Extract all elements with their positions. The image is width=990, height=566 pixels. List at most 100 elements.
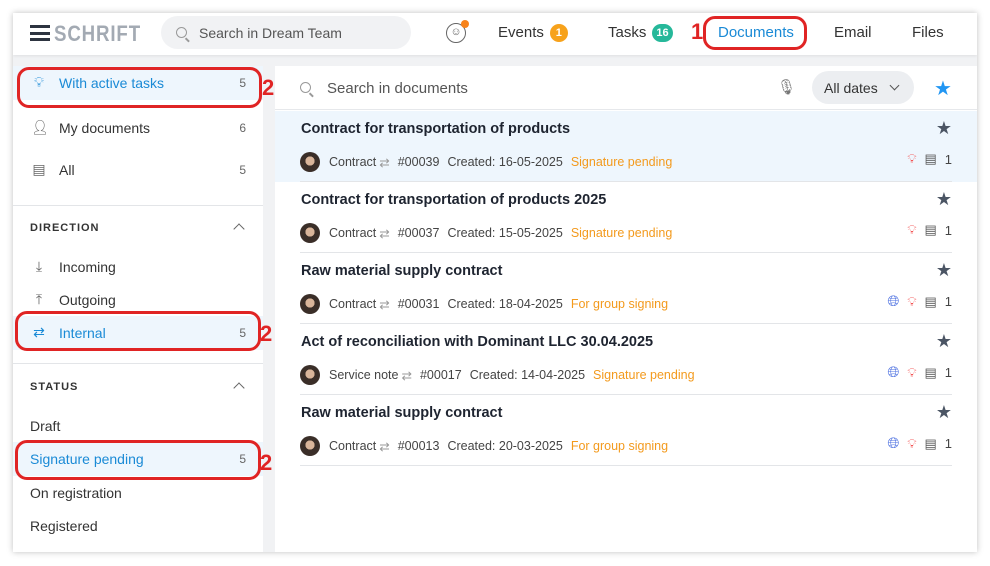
document-row[interactable]: Contract for transportation of products … xyxy=(275,182,977,253)
menu-icon[interactable] xyxy=(30,25,50,41)
label: All xyxy=(59,162,75,178)
created-date: Created: 15-05-2025 xyxy=(447,226,563,240)
document-title[interactable]: Contract for transportation of products … xyxy=(301,192,607,208)
exchange-icon: ⇄ xyxy=(379,226,390,241)
status-heading: STATUS xyxy=(30,381,79,393)
document-row[interactable]: Raw material supply contract ★ Contract ⇄… xyxy=(275,253,977,324)
document-number: #00013 xyxy=(397,439,440,453)
document-row[interactable]: Act of reconciliation with Dominant LLC … xyxy=(275,324,977,395)
logo: SCHRIFT xyxy=(54,21,141,46)
files-icon: ▤ xyxy=(924,293,937,309)
exchange-icon: ⇄ xyxy=(401,368,412,383)
sidebar-item-registered[interactable]: Registered xyxy=(13,509,263,543)
annotation-outline xyxy=(703,16,807,50)
search-placeholder: Search in documents xyxy=(327,80,468,97)
sidebar-item-draft[interactable]: Draft xyxy=(13,409,263,443)
sidebar-item-incoming[interactable]: ⤓ Incoming xyxy=(13,250,263,284)
chevron-up-icon[interactable] xyxy=(233,382,245,394)
nav-email[interactable]: Email xyxy=(834,24,872,41)
lightbulb-icon: 💡︎ xyxy=(907,151,917,166)
document-title[interactable]: Raw material supply contract xyxy=(301,405,503,421)
label: Registered xyxy=(30,518,98,534)
count: 5 xyxy=(239,326,246,340)
divider xyxy=(13,205,263,206)
row-divider xyxy=(300,323,952,324)
lightbulb-icon: 💡︎ xyxy=(907,435,917,451)
avatar xyxy=(300,365,320,385)
events-badge: 1 xyxy=(549,24,568,42)
lightbulb-icon: 💡︎ xyxy=(907,293,917,309)
nav-events[interactable]: Events 1 xyxy=(498,24,568,42)
divider xyxy=(13,363,263,364)
label: Internal xyxy=(59,325,106,341)
count: 6 xyxy=(239,121,246,135)
exchange-icon: ⇄ xyxy=(379,297,390,312)
document-type: Contract xyxy=(329,297,377,311)
created-date: Created: 20-03-2025 xyxy=(447,439,563,453)
annotation-outline xyxy=(15,440,261,480)
star-icon[interactable]: ★ xyxy=(935,118,952,138)
label: On registration xyxy=(30,485,122,501)
sidebar-item-with-active-tasks[interactable]: 💡︎ With active tasks 5 xyxy=(13,66,263,100)
annotation-number: 2 xyxy=(262,75,275,100)
sidebar-item-signature-pending[interactable]: Signature pending 5 xyxy=(13,442,263,476)
annotation-number: 2 xyxy=(260,321,273,346)
document-row[interactable]: Contract for transportation of products … xyxy=(275,111,977,182)
status-label: Signature pending xyxy=(570,226,673,240)
document-title[interactable]: Raw material supply contract xyxy=(301,263,503,279)
file-count: 1 xyxy=(944,222,952,238)
row-divider xyxy=(300,394,952,395)
file-count: 1 xyxy=(944,294,952,309)
date-filter-dropdown[interactable]: All dates xyxy=(812,71,914,104)
count: 5 xyxy=(239,163,246,177)
nav-label: Tasks xyxy=(608,24,647,41)
files-icon: ▤ xyxy=(924,364,937,380)
header: SCHRIFT Search in Dream Team ☺ Events 1 T… xyxy=(13,13,977,55)
sidebar-item-internal[interactable]: ⇄ Internal 5 xyxy=(13,316,263,350)
files-icon: ▤ xyxy=(924,435,937,451)
direction-heading: DIRECTION xyxy=(30,222,100,234)
avatar xyxy=(300,294,320,314)
nav-tasks[interactable]: Tasks 16 xyxy=(608,24,673,42)
favorites-star-icon[interactable]: ★ xyxy=(934,78,952,100)
file-count: 1 xyxy=(944,436,952,451)
document-list-panel: Search in documents 🎙︎ All dates ★ Contr… xyxy=(275,66,977,552)
download-icon: ⤓ xyxy=(35,258,43,274)
user-icon: 👤︎ xyxy=(31,119,49,135)
sidebar-item-outgoing[interactable]: ⤒ Outgoing xyxy=(13,283,263,317)
documents-search-input[interactable]: Search in documents 🎙︎ All dates ★ xyxy=(275,66,977,110)
document-row[interactable]: Raw material supply contract ★ Contract ⇄… xyxy=(275,395,977,466)
document-title[interactable]: Contract for transportation of products xyxy=(301,121,571,137)
sidebar-item-on-registration[interactable]: On registration xyxy=(13,476,263,510)
notifications-icon[interactable]: ☺ xyxy=(446,20,469,43)
sidebar-item-all[interactable]: ▤ All 5 xyxy=(13,153,263,187)
created-date: Created: 18-04-2025 xyxy=(447,297,563,311)
exchange-icon: ⇄ xyxy=(33,324,45,340)
date-filter-label: All dates xyxy=(824,80,878,96)
status-label: For group signing xyxy=(570,297,669,311)
star-icon[interactable]: ★ xyxy=(935,402,952,422)
document-type: Contract xyxy=(329,439,377,453)
tasks-badge: 16 xyxy=(652,24,673,42)
document-type: Contract xyxy=(329,155,377,169)
star-icon[interactable]: ★ xyxy=(935,189,952,209)
document-title[interactable]: Act of reconciliation with Dominant LLC … xyxy=(301,334,654,350)
nav-files[interactable]: Files xyxy=(912,24,944,41)
files-icon: ▤ xyxy=(924,222,937,237)
status-label: For group signing xyxy=(570,439,669,453)
sidebar-item-my-documents[interactable]: 👤︎ My documents 6 xyxy=(13,111,263,145)
document-number: #00037 xyxy=(397,226,440,240)
nav-label: Events xyxy=(498,24,544,41)
star-icon[interactable]: ★ xyxy=(935,260,952,280)
star-icon[interactable]: ★ xyxy=(935,331,952,351)
chevron-up-icon[interactable] xyxy=(233,223,245,235)
avatar xyxy=(300,152,320,172)
document-number: #00031 xyxy=(397,297,440,311)
nav-documents[interactable]: Documents xyxy=(718,24,794,41)
document-type: Contract xyxy=(329,226,377,240)
global-search-input[interactable]: Search in Dream Team xyxy=(161,16,411,49)
microphone-icon[interactable]: 🎙︎ xyxy=(777,79,797,96)
files-icon: ▤ xyxy=(924,151,937,166)
lightbulb-icon: 💡︎ xyxy=(907,222,917,237)
annotation-outline xyxy=(17,67,262,108)
